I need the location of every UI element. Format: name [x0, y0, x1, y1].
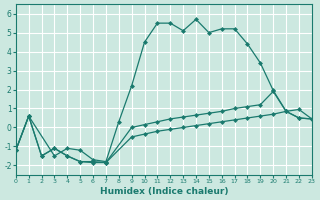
X-axis label: Humidex (Indice chaleur): Humidex (Indice chaleur) [100, 187, 228, 196]
